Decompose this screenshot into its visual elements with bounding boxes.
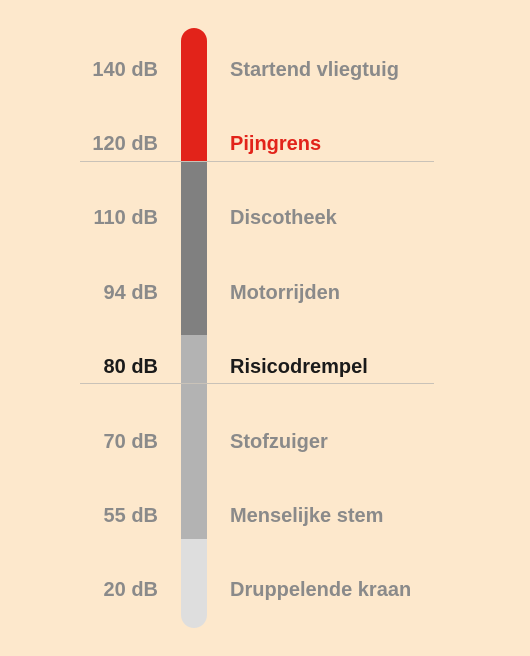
- pain-threshold-label: Pijngrens: [230, 133, 322, 155]
- level-source-label: Discotheek: [230, 207, 337, 229]
- level-db-label: 110 dB: [93, 207, 158, 229]
- level-db-label: 55 dB: [103, 505, 158, 527]
- bar-segment-low: [181, 539, 207, 628]
- bar-segment-danger: [181, 28, 207, 162]
- bar-segment-moderate: [181, 335, 207, 539]
- level-source-label: Stofzuiger: [230, 431, 328, 453]
- level-db-label: 20 dB: [103, 579, 158, 601]
- risk-threshold-line: [80, 383, 434, 384]
- level-db-label: 94 dB: [103, 282, 158, 304]
- level-source-label: Startend vliegtuig: [230, 59, 399, 81]
- level-db-label: 140 dB: [92, 59, 158, 81]
- level-source-label: Motorrijden: [230, 282, 340, 304]
- level-db-label: 70 dB: [103, 431, 158, 453]
- pain-threshold-line: [80, 161, 434, 162]
- bar-segment-high: [181, 162, 207, 335]
- decibel-bar: [181, 28, 207, 628]
- risk-threshold-label: Risicodrempel: [230, 356, 368, 378]
- risk-threshold-db-label: 80 dB: [103, 356, 158, 378]
- level-db-label: 120 dB: [92, 133, 158, 155]
- level-source-label: Menselijke stem: [230, 505, 384, 527]
- level-source-label: Druppelende kraan: [230, 579, 412, 601]
